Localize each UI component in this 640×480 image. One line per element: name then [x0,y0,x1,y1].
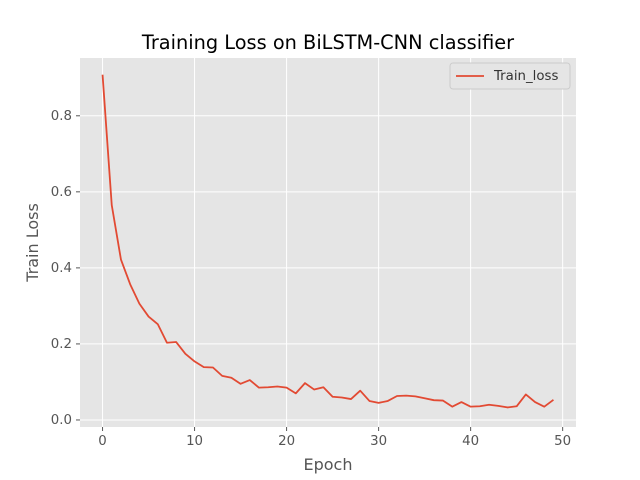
legend-box [449,62,571,90]
x-tick-label: 30 [370,434,387,449]
x-tick-label: 40 [462,434,479,449]
series-layer [101,74,554,409]
y-axis-label: Train Loss [23,203,42,283]
legend: Train_loss [449,62,571,90]
ticks: 0 10 20 30 40 50 0.0 0.2 0.4 0.6 0.8 [51,109,571,449]
x-tick-label: 20 [278,434,295,449]
y-tick-label: 0.2 [51,337,72,352]
chart-title: Training Loss on BiLSTM-CNN classifier [141,31,514,54]
y-tick-label: 0.8 [51,109,72,124]
grid [80,58,576,427]
y-tick-label: 0.0 [51,413,72,428]
plot-area [80,58,576,427]
x-axis-label: Epoch [304,455,353,474]
series-line-train-loss [101,74,554,409]
x-tick-label: 10 [186,434,203,449]
x-tick-label: 50 [554,434,571,449]
x-tick-label: 0 [98,434,106,449]
y-tick-label: 0.4 [51,261,72,276]
legend-label: Train_loss [493,69,558,84]
y-tick-label: 0.6 [51,185,72,200]
